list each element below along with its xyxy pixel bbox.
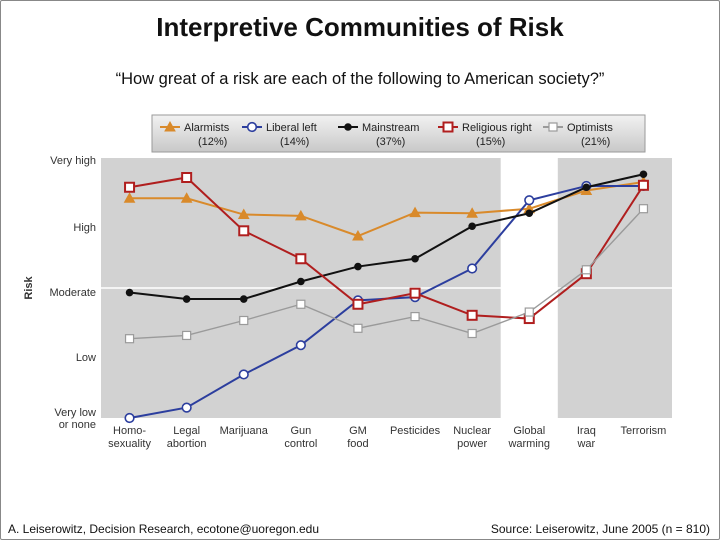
series-optimists [124,204,649,344]
data-point [124,181,136,193]
legend-item: Mainstream (37%) [338,122,419,148]
data-point [582,183,591,192]
footer-source: Source: Leiserowitz, June 2005 (n = 810) [490,522,710,536]
legend-share: (14%) [280,136,309,148]
data-point [411,254,419,263]
data-point [409,287,421,299]
legend-label: Optimists [567,122,613,134]
axis-labels: Very low or none Low Moderate High Very high R… [23,155,666,450]
y-tick-label: Low [76,352,96,364]
x-tick-label: GM food [347,425,368,450]
data-point [410,312,420,322]
legend-share: (12%) [198,136,227,148]
data-point [409,206,421,218]
x-tick-label: Legal abortion [167,425,207,450]
data-point [639,170,648,179]
data-point [238,369,249,380]
data-point [124,334,135,344]
data-point [239,315,249,326]
data-point [524,195,535,206]
data-point [182,330,192,341]
series-line [129,208,644,340]
data-point [442,121,454,133]
series-line [129,176,645,320]
slide-subtitle: “How great of a risk are each of the fol… [115,70,605,88]
x-tick-label: Iraq war [576,425,595,450]
data-point [548,122,558,132]
series-mainstream [125,170,648,303]
legend-share: (37%) [376,136,405,148]
data-point [181,402,192,413]
data-point [354,262,362,271]
data-point [352,229,364,241]
data-point [181,172,193,183]
data-point [466,207,478,218]
y-tick-label: Very high [50,155,96,167]
series-line [129,173,644,301]
x-tick-label: Homo-sexuality [108,425,151,450]
data-point [182,295,191,303]
data-point [180,192,193,203]
data-point [352,298,364,310]
data-point [637,179,649,191]
y-axis-title: Risk [23,276,35,300]
data-point [295,340,306,351]
x-tick-label: Global warming [507,425,550,450]
data-point [123,192,136,203]
legend-item: Alarmists (12%) [160,120,230,148]
data-point [295,253,307,265]
data-point [467,263,478,274]
chart-legend: Alarmists (12%) Liberal left (14%) Mainstrea… [151,114,646,153]
data-point [238,225,250,237]
y-tick-label: Moderate [50,287,96,299]
legend-share: (21%) [581,136,610,148]
data-point [638,204,649,214]
data-point [524,307,534,317]
y-tick-label: High [73,222,96,234]
y-tick-label: Very low or none [54,407,96,431]
data-point [164,120,176,132]
x-tick-label: Marijuana [220,425,269,437]
x-tick-label: Nuclear power [453,425,491,450]
data-point [295,209,307,221]
data-point [581,265,591,275]
x-tick-label: Terrorism [621,425,667,437]
data-point [344,123,352,131]
legend-label: Religious right [462,122,532,134]
x-tick-label: Gun control [284,425,317,450]
data-point [466,309,478,321]
data-point [246,121,258,133]
data-point [525,209,534,218]
data-point [467,328,477,339]
data-point [239,295,248,303]
legend-label: Alarmists [184,122,230,134]
slide-title: Interpretive Communities of Risk [156,12,564,42]
x-tick-label: Pesticides [390,425,441,437]
series-lines [123,170,650,424]
footer-credit: A. Leiserowitz, Decision Research, ecoto… [8,522,320,536]
legend-label: Mainstream [362,122,419,134]
legend-label: Liberal left [266,122,317,134]
legend-box [151,114,646,153]
legend-item: Religious right (15%) [438,121,532,148]
data-point [296,299,306,309]
legend-item: Optimists (21%) [543,122,613,148]
data-point [468,222,476,231]
data-point [297,277,305,286]
legend-share: (15%) [476,136,505,148]
data-point [124,412,135,424]
data-point [237,208,250,220]
data-point [353,323,363,333]
data-point [125,288,134,297]
legend-item: Liberal left (14%) [242,121,317,148]
